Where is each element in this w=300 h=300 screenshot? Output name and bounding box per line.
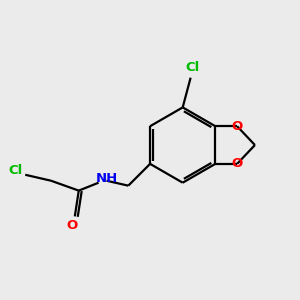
- Text: O: O: [66, 219, 77, 232]
- Text: O: O: [232, 120, 243, 133]
- Text: NH: NH: [95, 172, 118, 185]
- Text: Cl: Cl: [8, 164, 22, 177]
- Text: Cl: Cl: [185, 61, 200, 74]
- Text: O: O: [232, 158, 243, 170]
